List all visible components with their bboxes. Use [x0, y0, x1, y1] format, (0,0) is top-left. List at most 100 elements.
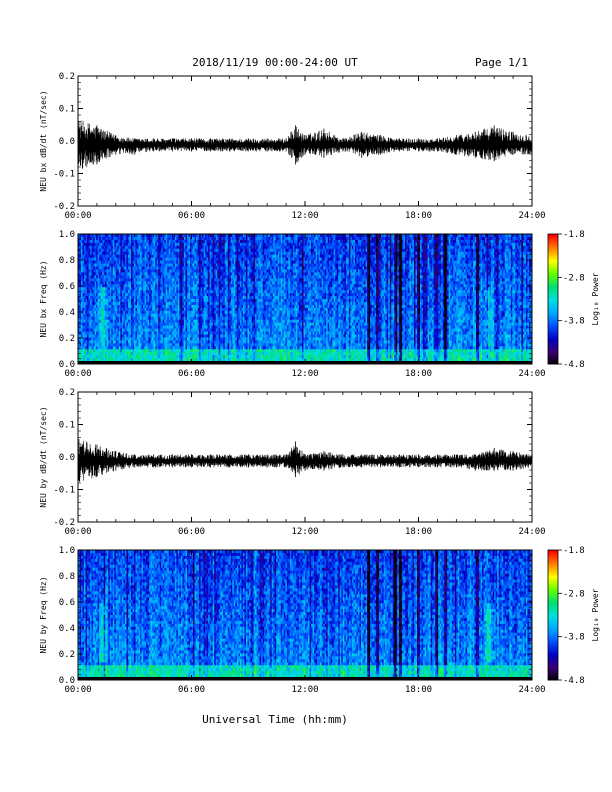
heatmap-cell: [141, 358, 144, 362]
heatmap-cell: [188, 334, 191, 338]
heatmap-cell: [165, 257, 168, 261]
heatmap-cell: [108, 257, 111, 261]
heatmap-cell: [127, 337, 130, 341]
heatmap-cell: [162, 331, 165, 335]
heatmap-cell: [135, 304, 138, 309]
heatmap-cell: [173, 234, 176, 238]
heatmap-cell: [135, 316, 138, 321]
heatmap-cell: [115, 346, 118, 350]
heatmap-cell: [132, 254, 135, 259]
heatmap-cell: [164, 310, 167, 315]
heatmap-cell: [111, 340, 114, 344]
heatmap-cell: [174, 234, 177, 238]
heatmap-cell: [149, 257, 152, 261]
heatmap-cell: [170, 281, 173, 285]
heatmap-cell: [183, 287, 186, 291]
heatmap-cell: [177, 296, 180, 300]
heatmap-cell: [143, 352, 145, 356]
heatmap-cell: [123, 349, 126, 353]
heatmap-cell: [191, 242, 194, 247]
heatmap-cell: [114, 284, 117, 288]
heatmap-cell: [88, 257, 91, 261]
heatmap-cell: [177, 355, 180, 359]
heatmap-cell: [123, 290, 126, 294]
heatmap-cell: [199, 278, 201, 282]
heatmap-cell: [174, 275, 177, 279]
heatmap-cell: [126, 316, 129, 321]
heatmap-cell: [93, 358, 96, 362]
heatmap-cell: [135, 310, 138, 315]
heatmap-cell: [186, 281, 189, 285]
heatmap-cell: [186, 304, 189, 309]
heatmap-cell: [159, 358, 162, 362]
heatmap-cell: [188, 316, 191, 321]
heatmap-cell: [152, 248, 155, 253]
heatmap-cell: [197, 331, 200, 335]
heatmap-cell: [188, 355, 191, 359]
heatmap-cell: [149, 328, 152, 332]
heatmap-cell: [188, 301, 191, 306]
heatmap-cell: [146, 290, 149, 294]
heatmap-cell: [167, 290, 170, 294]
heatmap-cell: [102, 319, 105, 324]
heatmap-cell: [159, 254, 162, 259]
heatmap-cell: [81, 260, 83, 264]
heatmap-cell: [165, 316, 168, 321]
heatmap-cell: [185, 263, 188, 267]
heatmap-cell: [133, 290, 136, 294]
heatmap-cell: [130, 234, 133, 238]
heatmap-cell: [170, 242, 173, 247]
heatmap-cell: [153, 358, 156, 362]
heatmap-cell: [120, 304, 123, 309]
heatmap-cell: [129, 248, 132, 253]
heatmap-cell: [129, 272, 132, 276]
heatmap-cell: [111, 313, 114, 318]
heatmap-cell: [150, 316, 153, 321]
heatmap-cell: [176, 251, 179, 256]
heatmap-cell: [93, 293, 96, 297]
heatmap-cell: [170, 334, 173, 338]
heatmap-cell: [82, 331, 85, 335]
heatmap-cell: [171, 236, 174, 241]
heatmap-cell: [141, 352, 144, 356]
heatmap-cell: [133, 304, 136, 309]
heatmap-cell: [130, 272, 133, 276]
heatmap-cell: [199, 355, 201, 359]
heatmap-cell: [114, 313, 117, 318]
heatmap-cell: [180, 328, 183, 332]
heatmap-cell: [111, 355, 114, 359]
heatmap-cell: [115, 234, 118, 238]
heatmap-cell: [170, 275, 173, 279]
y-tick-label: 0.0: [59, 137, 75, 147]
heatmap-cell: [202, 281, 204, 285]
heatmap-cell: [114, 334, 117, 338]
heatmap-cell: [180, 245, 183, 250]
heatmap-cell: [203, 263, 206, 267]
heatmap-cell: [165, 254, 168, 259]
heatmap-cell: [171, 287, 174, 291]
heatmap-cell: [152, 343, 155, 347]
heatmap-cell: [182, 322, 185, 326]
heatmap-cell: [106, 307, 109, 312]
heatmap-cell: [155, 284, 158, 288]
heatmap-cell: [143, 322, 145, 326]
heatmap-cell: [91, 316, 94, 321]
heatmap-cell: [102, 352, 105, 356]
heatmap-cell: [100, 234, 103, 238]
heatmap-cell: [167, 313, 170, 318]
heatmap-cell: [159, 281, 162, 285]
heatmap-cell: [140, 239, 142, 244]
heatmap-cell: [147, 296, 150, 300]
heatmap-cell: [123, 355, 126, 359]
heatmap-cell: [186, 272, 189, 276]
heatmap-cell: [88, 328, 91, 332]
heatmap-cell: [144, 272, 147, 276]
heatmap-cell: [96, 248, 99, 253]
heatmap-cell: [170, 346, 173, 350]
heatmap-cell: [100, 340, 103, 344]
heatmap-cell: [176, 296, 179, 300]
heatmap-cell: [162, 266, 165, 270]
heatmap-cell: [197, 251, 200, 256]
heatmap-cell: [115, 352, 118, 356]
heatmap-cell: [124, 337, 127, 341]
